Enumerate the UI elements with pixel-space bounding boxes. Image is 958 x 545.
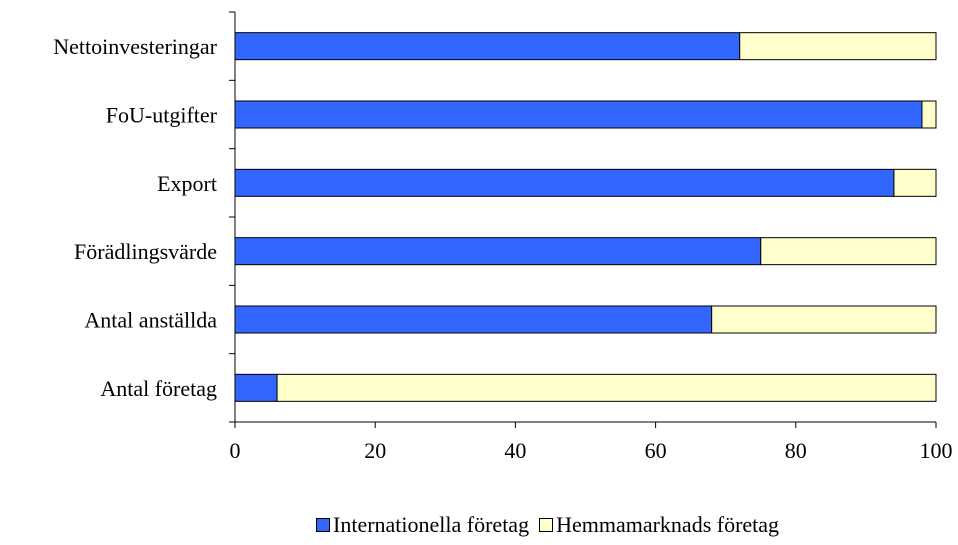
bar-hemmamarknad bbox=[921, 100, 937, 129]
bar-hemmamarknad bbox=[893, 168, 937, 197]
bar-international bbox=[234, 237, 762, 266]
x-tick-label: 40 bbox=[504, 438, 526, 463]
legend-item-international: Internationella företag bbox=[316, 512, 529, 538]
category-label: FoU-utgifter bbox=[106, 103, 218, 128]
category-label: Antal företag bbox=[100, 376, 217, 401]
bar-chart: 0 20 40 60 80 100 Nettoinvesteringar FoU-utgift… bbox=[53, 11, 953, 463]
legend: Internationella företag Hemmamarknads fö… bbox=[316, 512, 789, 538]
legend-swatch-hemmamarknad bbox=[539, 518, 554, 532]
bar-international bbox=[234, 32, 741, 61]
bar-international bbox=[234, 373, 278, 402]
labels: 0 20 40 60 80 100 Nettoinvesteringar FoU-utgift… bbox=[53, 34, 952, 463]
x-tick-label: 80 bbox=[785, 438, 807, 463]
bar-hemmamarknad bbox=[760, 237, 937, 266]
bar-international bbox=[234, 100, 923, 129]
axes bbox=[229, 11, 937, 428]
legend-item-hemmamarknad: Hemmamarknads företag bbox=[539, 512, 779, 538]
x-tick-label: 20 bbox=[364, 438, 386, 463]
bar-hemmamarknad bbox=[276, 373, 937, 402]
bar-international bbox=[234, 305, 713, 334]
category-label: Antal anställda bbox=[84, 308, 217, 333]
legend-swatch-international bbox=[316, 518, 330, 532]
category-label: Förädlingsvärde bbox=[74, 239, 217, 264]
category-label: Export bbox=[157, 171, 217, 196]
bar-hemmamarknad bbox=[711, 305, 937, 334]
category-label: Nettoinvesteringar bbox=[53, 34, 217, 59]
bar-hemmamarknad bbox=[739, 32, 937, 61]
x-tick-label: 0 bbox=[230, 438, 241, 463]
legend-label-international: Internationella företag bbox=[333, 512, 530, 537]
bars bbox=[234, 32, 937, 402]
bar-international bbox=[234, 168, 895, 197]
x-tick-label: 60 bbox=[645, 438, 667, 463]
x-tick-label: 100 bbox=[920, 438, 953, 463]
legend-label-hemmamarknad: Hemmamarknads företag bbox=[556, 512, 780, 537]
